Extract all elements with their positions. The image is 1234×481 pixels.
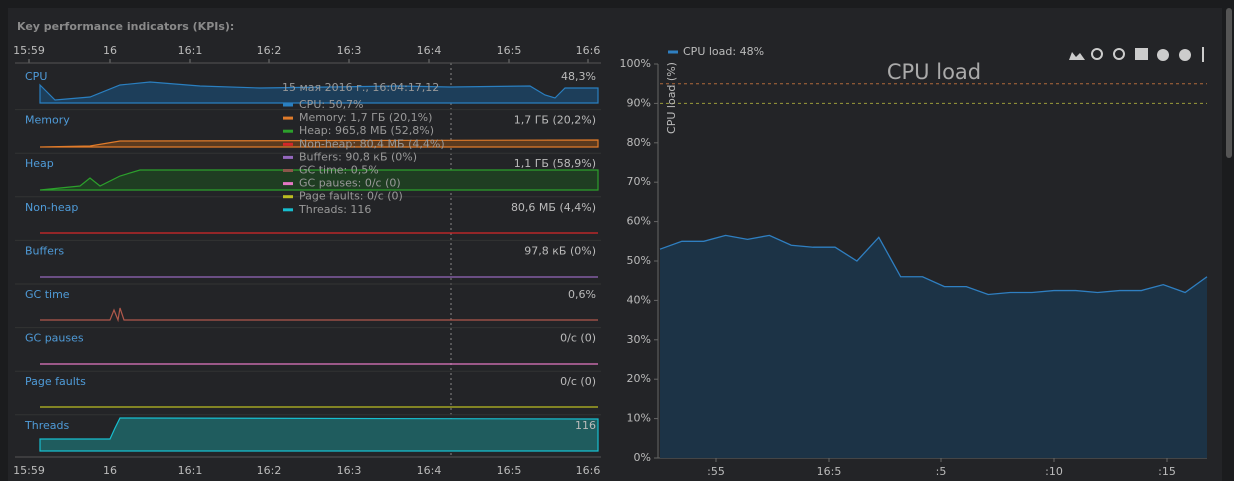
row-name: Non-heap [25,201,78,214]
tooltip-time: 15 мая 2016 г., 16:04:17,12 [282,81,439,94]
x-tick-label: :10 [1045,465,1063,478]
row-name: Threads [24,419,69,432]
y-tick-label: 20% [627,372,651,385]
legend: CPU load: 48% [683,45,764,58]
tooltip-item: GC time: 0,5% [299,164,379,177]
icon-resize[interactable] [1202,47,1204,62]
icon-grid[interactable] [1135,48,1148,60]
time-label-top: 16:4 [417,44,442,57]
y-tick-label: 90% [627,96,651,109]
x-tick-label: :55 [707,465,725,478]
tooltip-item: Page faults: 0/с (0) [299,190,403,203]
row-value: 48,3% [561,70,596,83]
tooltip-item: Heap: 965,8 МБ (52,8%) [299,124,434,137]
row-value: 80,6 МБ (4,4%) [511,201,596,214]
y-tick-label: 30% [627,333,651,346]
tooltip-item: Memory: 1,7 ГБ (20,1%) [299,111,432,124]
time-label-bottom: 16:4 [417,464,442,477]
y-tick-label: 80% [627,136,651,149]
icon-zoom-in[interactable] [1091,48,1103,60]
row-value: 0,6% [568,288,596,301]
tooltip-item: Threads: 116 [298,203,371,216]
time-label-bottom: 16:3 [337,464,362,477]
time-label-top: 16:5 [497,44,522,57]
row-name: GC pauses [25,332,84,345]
time-label-top: 16:2 [257,44,282,57]
x-tick-label: :5 [936,465,947,478]
tooltip-item: Non-heap: 80,4 МБ (4,4%) [299,137,445,150]
cpu-line [659,234,1208,296]
row-name: Buffers [25,244,64,257]
row-name: Memory [25,114,70,127]
y-axis-label: CPU load (%) [665,62,678,134]
y-tick-label: 60% [627,215,651,228]
tooltip-item: Buffers: 90,8 кБ (0%) [299,150,417,163]
time-label-bottom: 16:5 [497,464,522,477]
time-label-top: 15:59 [13,44,45,57]
icon-next[interactable] [1179,49,1191,61]
time-label-top: 16 [103,44,117,57]
row-value: 116 [575,419,596,432]
row-value: 1,7 ГБ (20,2%) [514,114,596,127]
row-name: CPU [25,70,47,83]
icon-prev[interactable] [1157,49,1169,61]
sparklines [39,81,599,452]
time-label-bottom: 16:2 [257,464,282,477]
x-tick-label: :15 [1158,465,1176,478]
time-label-bottom: 16:6 [576,464,601,477]
row-name: GC time [25,288,70,301]
icon-area[interactable] [1069,52,1085,60]
tooltip-item: CPU: 50,7% [299,98,364,111]
chart-title: CPU load [887,60,981,84]
row-value: 97,8 кБ (0%) [524,244,596,257]
row-value: 1,1 ГБ (58,9%) [514,157,596,170]
time-label-bottom: 15:59 [13,464,45,477]
y-tick-label: 10% [627,412,651,425]
toolbar [1069,47,1204,62]
y-tick-label: 70% [627,175,651,188]
icon-zoom-out[interactable] [1113,48,1125,60]
y-tick-label: 50% [627,254,651,267]
time-label-top: 16:1 [178,44,203,57]
time-label-top: 16:6 [576,44,601,57]
y-tick-label: 0% [634,451,651,464]
y-tick-label: 100% [620,57,651,70]
time-label-bottom: 16 [103,464,117,477]
time-label-top: 16:3 [337,44,362,57]
row-name: Page faults [25,375,86,388]
row-name: Heap [25,157,54,170]
x-tick-label: 16:5 [817,465,842,478]
row-value: 0/с (0) [560,332,596,345]
panel-title: Key performance indicators (KPIs): [17,20,234,33]
y-tick-label: 40% [627,293,651,306]
scrollbar[interactable] [1226,8,1232,158]
row-value: 0/с (0) [560,375,596,388]
time-label-bottom: 16:1 [178,464,203,477]
tooltip-item: GC pauses: 0/с (0) [299,177,401,190]
